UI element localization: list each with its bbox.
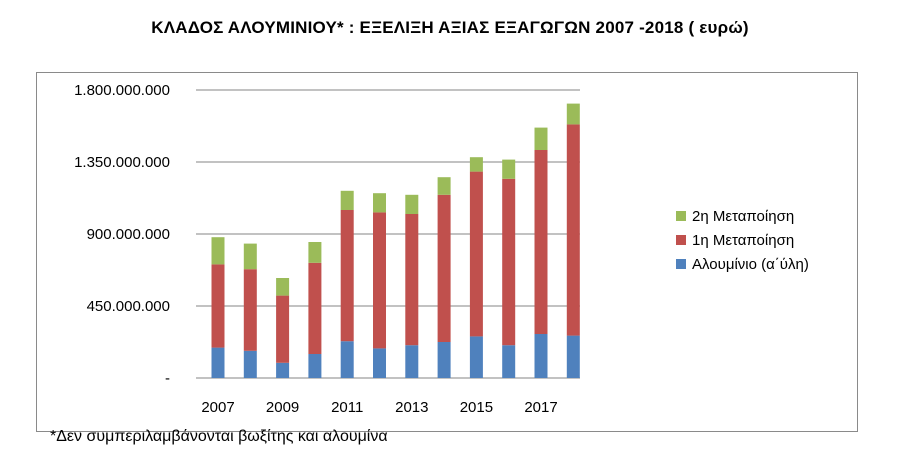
footnote: *Δεν συμπεριλαμβάνονται βωξίτης και αλου… <box>50 428 388 445</box>
x-tick-label: 2009 <box>266 399 299 416</box>
bar-segment <box>534 127 548 150</box>
legend-swatch <box>676 211 686 221</box>
bar-segment <box>469 336 483 378</box>
y-tick-label: 1.800.000.000 <box>74 82 170 99</box>
bar-segment <box>405 194 419 214</box>
x-tick-label: 2017 <box>524 399 557 416</box>
y-axis-tick-labels: - 450.000.000 900.000.000 1.350.000.000 1.80… <box>74 82 170 387</box>
bar-segment <box>405 345 419 378</box>
bar-stack <box>340 190 354 378</box>
bar-segment <box>340 210 354 342</box>
legend-item: Αλουμίνιο (α΄ύλη) <box>676 252 809 276</box>
bar-stack <box>405 194 419 378</box>
bar-segment <box>243 269 257 351</box>
x-tick-label: 2011 <box>331 399 363 416</box>
chart-area-frame <box>36 72 858 432</box>
y-tick-label: 1.350.000.000 <box>74 154 170 171</box>
bar-segment <box>308 262 322 354</box>
legend-label: 1η Μεταποίηση <box>692 231 795 249</box>
bar-segment <box>243 243 257 270</box>
legend-swatch <box>676 235 686 245</box>
bar-segment <box>502 159 516 179</box>
gridlines <box>196 89 580 379</box>
bar-segment <box>211 237 225 265</box>
legend-item: 1η Μεταποίηση <box>676 228 809 252</box>
bar-segment <box>340 190 354 210</box>
legend-item: 2η Μεταποίηση <box>676 204 809 228</box>
bar-segment <box>308 354 322 378</box>
bar-segment <box>502 345 516 378</box>
bar-segment <box>437 194 451 342</box>
bar-segment <box>276 278 290 296</box>
bar-segment <box>566 103 580 125</box>
bar-stack <box>437 177 451 378</box>
bar-segment <box>276 295 290 363</box>
bar-stack <box>502 159 516 378</box>
bar-segment <box>211 264 225 348</box>
bar-segment <box>276 362 290 378</box>
bar-segment <box>340 341 354 378</box>
x-tick-label: 2007 <box>201 399 234 416</box>
y-tick-label: 450.000.000 <box>87 298 170 315</box>
bar-segment <box>469 157 483 172</box>
bar-stack <box>566 103 580 378</box>
bar-stack <box>469 157 483 378</box>
legend-label: Αλουμίνιο (α΄ύλη) <box>692 255 809 273</box>
y-tick-label: 900.000.000 <box>87 226 170 243</box>
bar-segment <box>373 193 386 213</box>
x-tick-label: 2013 <box>395 399 428 416</box>
bar-segment <box>308 242 322 263</box>
bar-segment <box>243 350 257 378</box>
bar-segment <box>534 150 548 334</box>
bar-segment <box>566 124 580 336</box>
bar-stack <box>243 243 257 378</box>
legend-swatch <box>676 259 686 269</box>
y-tick-label: - <box>165 370 170 387</box>
bar-segment <box>502 178 516 346</box>
bar-segment <box>405 214 419 346</box>
chart-title: ΚΛΑΔΟΣ ΑΛΟΥΜΙΝΙΟΥ* : ΕΞΕΛΙΞΗ ΑΞΙΑΣ ΕΞΑΓΩ… <box>151 18 749 37</box>
bar-stack <box>211 237 225 378</box>
bar-segment <box>373 212 386 349</box>
x-axis-tick-labels: 2007 2009 2011 2013 2015 2017 <box>201 399 557 416</box>
bar-stack <box>276 278 290 378</box>
bar-stack <box>373 193 386 378</box>
bar-segment <box>469 171 483 337</box>
bar-segment <box>437 177 451 195</box>
bar-segment <box>211 347 225 378</box>
bar-segment <box>566 335 580 378</box>
legend: 2η Μεταποίηση 1η Μεταποίηση Αλουμίνιο (α΄ύ… <box>676 204 809 276</box>
bar-stack <box>534 127 548 378</box>
bar-stack <box>308 242 322 378</box>
bar-segment <box>373 348 386 378</box>
bar-segment <box>437 342 451 378</box>
bar-segment <box>534 334 548 378</box>
bar-stacks <box>211 103 580 378</box>
x-tick-label: 2015 <box>460 399 493 416</box>
legend-label: 2η Μεταποίηση <box>692 207 795 225</box>
